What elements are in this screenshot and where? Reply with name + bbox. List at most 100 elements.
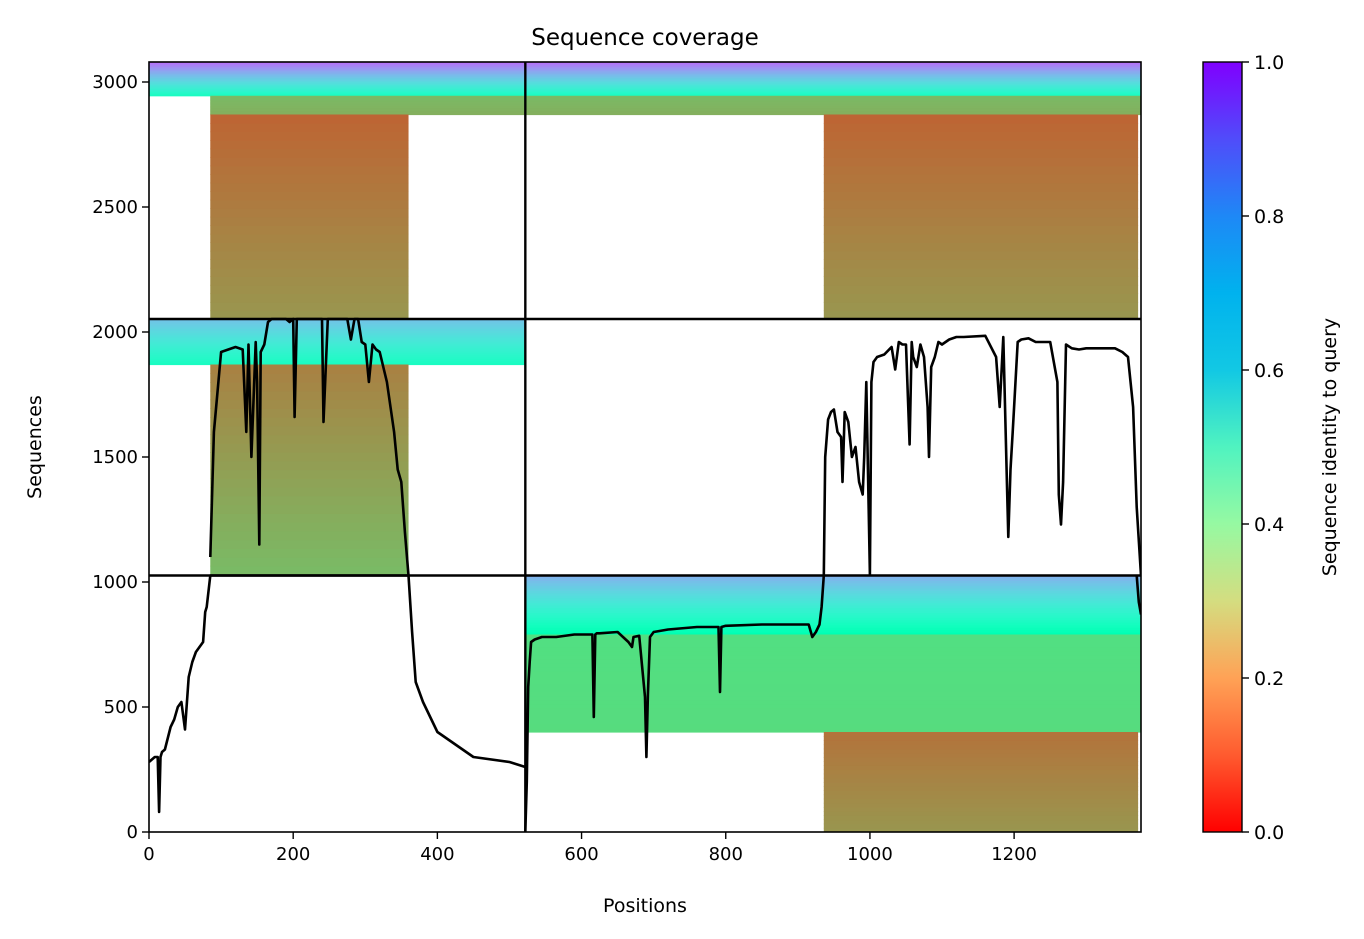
- heatmap-cell: [210, 102, 526, 104]
- heatmap-cell: [149, 332, 526, 335]
- heatmap-cell: [210, 276, 409, 286]
- heatmap-cell: [525, 108, 1141, 110]
- heatmap-cell: [210, 233, 409, 243]
- heatmap-cell: [149, 337, 526, 341]
- heatmap-cell: [210, 114, 409, 124]
- heatmap-cell: [525, 110, 1141, 112]
- heatmap-cell: [823, 165, 1139, 175]
- heatmap-cell: [823, 807, 1139, 812]
- heatmap-cell: [149, 90, 526, 93]
- heatmap-cell: [525, 105, 1141, 107]
- heatmap-cell: [525, 87, 1141, 90]
- heatmap-cell: [149, 349, 526, 352]
- heatmap-cell: [210, 522, 409, 532]
- heatmap-cell: [210, 259, 409, 269]
- heatmap-cell: [525, 99, 1141, 102]
- heatmap-cell: [149, 81, 526, 84]
- heatmap-cell: [210, 301, 409, 312]
- heatmap-cell: [210, 216, 409, 226]
- heatmap-cell: [525, 106, 1141, 109]
- heatmap-cell: [149, 92, 526, 95]
- heatmap-cell: [823, 752, 1139, 758]
- heatmap-cell: [210, 101, 526, 103]
- heatmap-cell: [525, 687, 1141, 692]
- heatmap-cell: [823, 301, 1139, 312]
- heatmap-cell: [210, 382, 409, 392]
- heatmap-cell: [823, 216, 1139, 226]
- heatmap-cell: [210, 417, 409, 427]
- x-tick-label: 0: [143, 844, 154, 865]
- heatmap-cell: [823, 225, 1139, 235]
- heatmap-cell: [823, 182, 1139, 192]
- y-tick-label: 500: [104, 697, 138, 718]
- colorbar-ticks: 0.0 0.2 0.4 0.6 0.8 1.0: [1242, 52, 1284, 844]
- y-tick-label: 2500: [92, 197, 138, 218]
- heatmap-cell: [149, 74, 526, 77]
- heatmap-cell: [525, 683, 1141, 688]
- heatmap-cell: [149, 322, 526, 326]
- colorbar-tick-label: 0.2: [1254, 668, 1284, 690]
- heatmap-cell: [525, 104, 1141, 106]
- heatmap-cell: [210, 452, 409, 462]
- heatmap-cell: [210, 364, 409, 374]
- plot-frame: [148, 61, 1142, 833]
- heatmap-cell: [210, 208, 409, 218]
- heatmap-cell: [149, 88, 526, 91]
- heatmap-cell: [525, 650, 1141, 656]
- heatmap-cell: [823, 736, 1139, 741]
- heatmap-cell: [525, 88, 1141, 91]
- heatmap-cell: [149, 328, 526, 331]
- heatmap-cell: [525, 78, 1141, 81]
- heatmap-cell: [823, 769, 1139, 775]
- heatmap-cell: [149, 64, 526, 67]
- heatmap-cell: [210, 98, 526, 100]
- heatmap-cell: [149, 345, 526, 349]
- colorbar-label: Sequence identity to query: [1319, 318, 1341, 576]
- heatmap-cell: [525, 597, 1141, 601]
- heatmap-cell: [210, 113, 526, 116]
- heatmap-cell: [525, 84, 1141, 87]
- heatmap-cell: [525, 679, 1141, 684]
- heatmap-cell: [823, 786, 1139, 791]
- x-tick-label: 200: [276, 844, 310, 865]
- block-mid-left: [149, 319, 526, 576]
- heatmap-cell: [210, 513, 409, 523]
- heatmap-cell: [210, 548, 409, 558]
- heatmap-cell: [525, 632, 1141, 636]
- colorbar: 0.0 0.2 0.4 0.6 0.8 1.0 Sequence identity to …: [1202, 52, 1341, 844]
- heatmap-cell: [525, 619, 1141, 623]
- heatmap-cell: [210, 225, 409, 235]
- heatmap-cell: [210, 108, 526, 110]
- heatmap-cell: [823, 761, 1139, 766]
- heatmap-cell: [525, 580, 1141, 584]
- heatmap-cell: [823, 811, 1139, 816]
- heatmap-cell: [525, 98, 1141, 101]
- heatmap-cell: [525, 582, 1141, 586]
- coverage-line-mid-left: [209, 317, 410, 576]
- heatmap-cell: [149, 347, 526, 350]
- heatmap-cell: [149, 320, 526, 324]
- heatmap-cell: [525, 646, 1141, 652]
- heatmap-cell: [149, 356, 526, 360]
- heatmap-cell: [149, 343, 526, 347]
- heatmap-cell: [149, 71, 526, 74]
- heatmap-cell: [525, 102, 1141, 105]
- heatmap-cell: [210, 530, 409, 541]
- heatmap-cell: [149, 355, 526, 358]
- heatmap-cell: [525, 587, 1141, 591]
- heatmap-cell: [149, 324, 526, 328]
- heatmap-cell: [210, 504, 409, 514]
- coverage-line-bottom-left: [149, 574, 526, 814]
- heatmap-cell: [525, 64, 1141, 67]
- heatmap-cell: [149, 334, 526, 337]
- heatmap-cell: [525, 77, 1141, 80]
- heatmap-cell: [525, 671, 1141, 676]
- y-tick-label: 2000: [92, 322, 138, 343]
- heatmap-cell: [525, 627, 1141, 631]
- y-axis: 0 500 1000 1500 2000 2500 3000: [92, 72, 149, 843]
- heatmap-cell: [823, 765, 1139, 771]
- heatmap-cell: [823, 827, 1139, 832]
- heatmap-cell: [149, 67, 526, 70]
- heatmap-cell: [525, 723, 1141, 729]
